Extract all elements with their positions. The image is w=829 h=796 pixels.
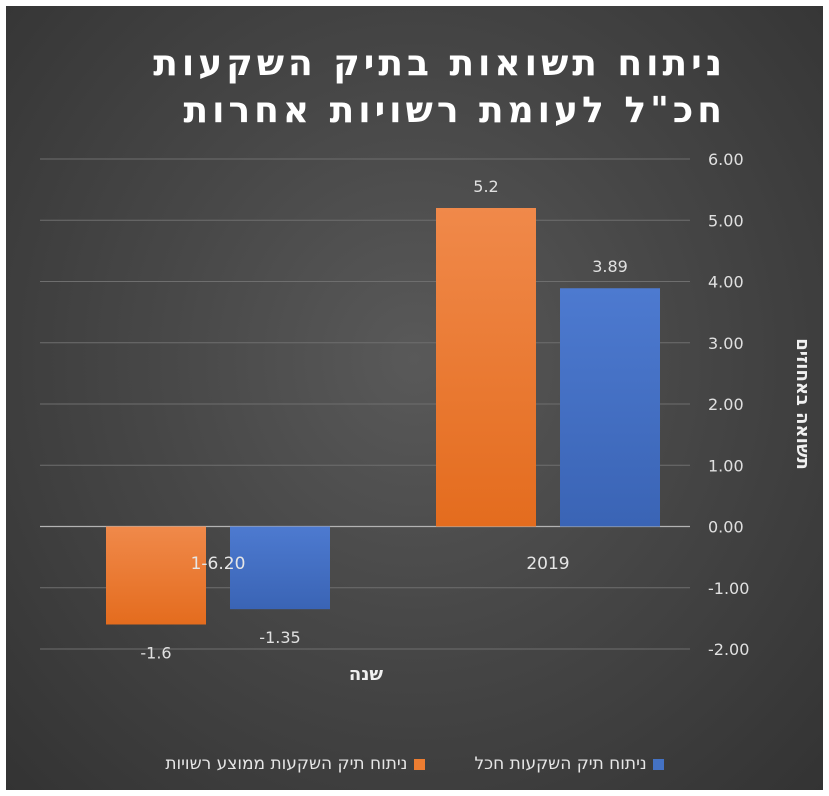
y-tick-label: 2.00 xyxy=(708,395,744,414)
y-axis-title: תשואה באחוזים xyxy=(792,338,813,470)
bar-series-1-1-6.20 xyxy=(230,526,330,610)
chart-title-line-2: חכ"ל לעומת רשויות אחרות xyxy=(183,90,726,131)
legend-swatch-blue xyxy=(652,758,664,770)
y-tick-label: 6.00 xyxy=(708,150,744,169)
bar-series-0-1-6.20 xyxy=(106,526,206,625)
category-label: 2019 xyxy=(526,554,569,574)
bar-series-0-2019 xyxy=(436,208,536,527)
data-label: -1.6 xyxy=(140,644,171,663)
data-label: 3.89 xyxy=(592,257,628,276)
y-tick-label: -2.00 xyxy=(708,640,749,659)
plot-area: -2.00 -1.00 0.00 1.00 2.00 3.00 4.00 5.00 6.00 -1… xyxy=(40,150,813,685)
category-label: 1-6.20 xyxy=(191,554,246,574)
y-tick-label: 4.00 xyxy=(708,273,744,292)
x-axis-title: שנה xyxy=(349,664,384,685)
legend-swatch-orange xyxy=(413,758,425,770)
data-label: -1.35 xyxy=(259,628,300,647)
legend-label-series-1: ניתוח תיק השקעות חכל xyxy=(474,754,647,774)
y-tick-label: 1.00 xyxy=(708,456,744,475)
y-tick-label: 5.00 xyxy=(708,211,744,230)
data-label: 5.2 xyxy=(473,177,498,196)
bar-series-1-2019 xyxy=(560,288,660,527)
chart-area: ניתוח תשואות בתיק השקעות חכ"ל לעומת רשוי… xyxy=(6,6,823,790)
legend-item-series-1: ניתוח תיק השקעות חכל xyxy=(475,754,664,774)
y-tick-label: 3.00 xyxy=(708,334,744,353)
chart-title-line-1: ניתוח תשואות בתיק השקעות xyxy=(153,43,726,84)
legend: ניתוח תיק השקעות ממוצע רשויות ניתוח תיק … xyxy=(6,754,823,774)
legend-label-series-0: ניתוח תיק השקעות ממוצע רשויות xyxy=(165,754,408,774)
labels: -2.00 -1.00 0.00 1.00 2.00 3.00 4.00 5.00 6.00 -1… xyxy=(140,150,813,685)
bars xyxy=(106,208,660,625)
y-tick-label: -1.00 xyxy=(708,579,749,598)
legend-item-series-0: ניתוח תיק השקעות ממוצע רשויות xyxy=(165,754,425,774)
y-tick-label: 0.00 xyxy=(708,518,744,537)
